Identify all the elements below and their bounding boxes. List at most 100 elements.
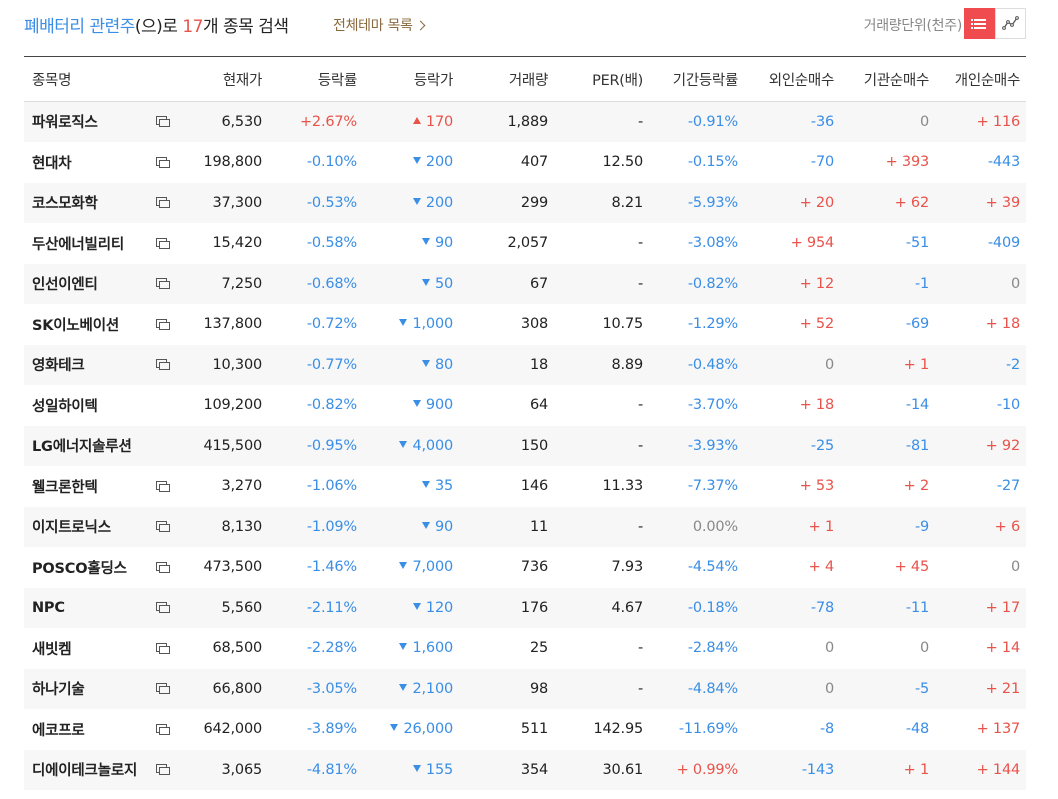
table-row[interactable]: 인선이엔티 7,250 -0.68% 50 67 - -0.82% + 12 -1 0 [24, 264, 1026, 305]
stock-name-link[interactable]: SK이노베이션 [32, 317, 119, 334]
period-rate: -0.82% [687, 275, 738, 292]
per: - [637, 640, 643, 657]
table-row[interactable]: 성일하이텍 109,200 -0.82% 900 64 - -3.70% + 18 -14 -10 [24, 386, 1026, 426]
list-view-button[interactable] [964, 8, 995, 39]
change-amount-value: 26,000 [403, 721, 453, 738]
stock-name-link[interactable]: POSCO홀딩스 [32, 560, 127, 577]
period-rate: -1.29% [687, 316, 738, 333]
change-amount-value: 80 [434, 356, 453, 373]
triangle-down-icon [421, 278, 430, 286]
table-row[interactable]: 이지트로닉스 8,130 -1.09% 90 11 - 0.00% + 1 -9 + 6 [24, 507, 1026, 548]
foreign-net-buy: + 20 [799, 194, 835, 211]
stock-name-link[interactable]: 성일하이텍 [32, 398, 98, 415]
chart-popup-icon[interactable] [156, 602, 170, 614]
table-row[interactable]: NPC 5,560 -2.11% 120 176 4.67 -0.18% -78 -11 + 17 [24, 588, 1026, 629]
table-row[interactable]: POSCO홀딩스 473,500 -1.46% 7,000 736 7.93 -4.54% +… [24, 548, 1026, 588]
stock-name-link[interactable]: NPC [32, 599, 65, 616]
change-amount: 7,000 [357, 559, 453, 575]
table-row[interactable]: SK이노베이션 137,800 -0.72% 1,000 308 10.75 -1.29% +… [24, 305, 1026, 345]
stock-name-link[interactable]: 하나기술 [32, 682, 85, 699]
col-foreign: 외인순매수 [768, 72, 835, 89]
all-themes-link[interactable]: 전체테마 목록 [333, 15, 426, 35]
change-amount-value: 7,000 [412, 559, 453, 576]
change-amount: 2,100 [357, 681, 453, 697]
triangle-down-icon [399, 440, 408, 448]
period-rate: 0.00% [692, 518, 738, 535]
chart-popup-icon[interactable] [156, 278, 170, 290]
current-price: 198,800 [203, 154, 262, 171]
individual-net-buy: -409 [987, 235, 1020, 252]
chart-popup-icon[interactable] [156, 237, 170, 249]
chart-popup-icon[interactable] [156, 642, 170, 654]
chart-popup-icon[interactable] [156, 723, 170, 735]
individual-net-buy: -443 [987, 154, 1020, 171]
triangle-down-icon [412, 602, 421, 610]
chart-popup-icon[interactable] [156, 197, 170, 209]
stock-name-link[interactable]: 이지트로닉스 [32, 520, 111, 537]
change-amount-value: 90 [434, 235, 453, 252]
all-themes-label: 전체테마 목록 [333, 18, 413, 34]
chart-popup-icon[interactable] [156, 359, 170, 371]
per: - [637, 437, 643, 454]
per: - [637, 235, 643, 252]
chart-popup-icon[interactable] [156, 561, 170, 573]
table-row[interactable]: 현대차 198,800 -0.10% 200 407 12.50 -0.15% -70 + 39… [24, 143, 1026, 183]
period-rate: -7.37% [687, 478, 738, 495]
chart-popup-icon[interactable] [156, 116, 170, 128]
institution-net-buy: -14 [905, 397, 929, 414]
table-row[interactable]: LG에너지솔루션 415,500 -0.95% 4,000 150 - -3.93% -25 -… [24, 426, 1026, 467]
triangle-down-icon [421, 521, 430, 529]
individual-net-buy: -10 [996, 397, 1020, 414]
chart-popup-icon[interactable] [156, 683, 170, 695]
individual-net-buy: 0 [1010, 559, 1020, 576]
col-individual: 개인순매수 [954, 72, 1021, 89]
foreign-net-buy: + 18 [799, 397, 835, 414]
stock-name-link[interactable]: 두산에너빌리티 [32, 236, 124, 253]
stock-name-link[interactable]: 파워로직스 [32, 115, 98, 132]
col-per: PER(배) [592, 72, 643, 89]
volume: 407 [520, 154, 548, 171]
volume: 299 [520, 194, 548, 211]
table-row[interactable]: 에코프로 642,000 -3.89% 26,000 511 142.95 -11.69% -… [24, 710, 1026, 750]
per: 11.33 [602, 478, 643, 495]
chart-popup-icon[interactable] [156, 521, 170, 533]
current-price: 8,130 [221, 518, 262, 535]
table-header: 종목명 현재가 등락률 등락가 거래량 PER(배) 기간등락률 외인순매수 기… [24, 57, 1026, 102]
change-amount-value: 1,600 [412, 640, 453, 657]
chart-popup-icon[interactable] [156, 480, 170, 492]
table-row[interactable]: 코스모화학 37,300 -0.53% 200 299 8.21 -5.93% + 20 + 6… [24, 183, 1026, 224]
change-rate: -2.11% [306, 599, 357, 616]
stock-name-link[interactable]: 디에이테크놀로지 [32, 763, 138, 780]
stock-name-link[interactable]: 새빗켐 [32, 641, 72, 658]
table-row[interactable]: 파워로직스 6,530 +2.67% 170 1,889 - -0.91% -36 0 + 116 [24, 102, 1026, 143]
table-row[interactable]: 하나기술 66,800 -3.05% 2,100 98 - -4.84% 0 -5 + 21 [24, 669, 1026, 710]
institution-net-buy: -81 [905, 437, 929, 454]
institution-net-buy: -9 [914, 518, 929, 535]
chart-popup-icon[interactable] [156, 156, 170, 168]
current-price: 6,530 [221, 113, 262, 130]
stock-name-link[interactable]: 에코프로 [32, 722, 85, 739]
chart-popup-icon[interactable] [156, 318, 170, 330]
result-count: 17 [182, 17, 203, 37]
table-row[interactable]: 영화테크 10,300 -0.77% 80 18 8.89 -0.48% 0 + 1 -2 [24, 345, 1026, 386]
stock-name-link[interactable]: 현대차 [32, 155, 72, 172]
individual-net-buy: + 144 [976, 761, 1021, 778]
table-row[interactable]: 웰크론한텍 3,270 -1.06% 35 146 11.33 -7.37% + 53 + 2 -… [24, 467, 1026, 507]
stock-name-link[interactable]: 웰크론한텍 [32, 479, 98, 496]
stock-name-link[interactable]: 코스모화학 [32, 196, 98, 213]
chart-view-button[interactable] [995, 8, 1026, 39]
chart-popup-icon[interactable] [156, 764, 170, 776]
current-price: 3,270 [221, 478, 262, 495]
institution-net-buy: + 393 [885, 154, 930, 171]
foreign-net-buy: + 53 [799, 478, 835, 495]
change-amount: 4,000 [357, 438, 453, 454]
table-row[interactable]: 두산에너빌리티 15,420 -0.58% 90 2,057 - -3.08% + 954 -5… [24, 224, 1026, 264]
stock-name-link[interactable]: LG에너지솔루션 [32, 439, 132, 456]
stock-name-link[interactable]: 영화테크 [32, 358, 85, 375]
triangle-down-icon [399, 643, 408, 651]
triangle-down-icon [421, 481, 430, 489]
stock-name-link[interactable]: 인선이엔티 [32, 277, 98, 294]
table-row[interactable]: 디에이테크놀로지 3,065 -4.81% 155 354 30.61 + 0.99% -14… [24, 750, 1026, 791]
triangle-down-icon [390, 724, 399, 732]
table-row[interactable]: 새빗켐 68,500 -2.28% 1,600 25 - -2.84% 0 0 + 14 [24, 629, 1026, 669]
